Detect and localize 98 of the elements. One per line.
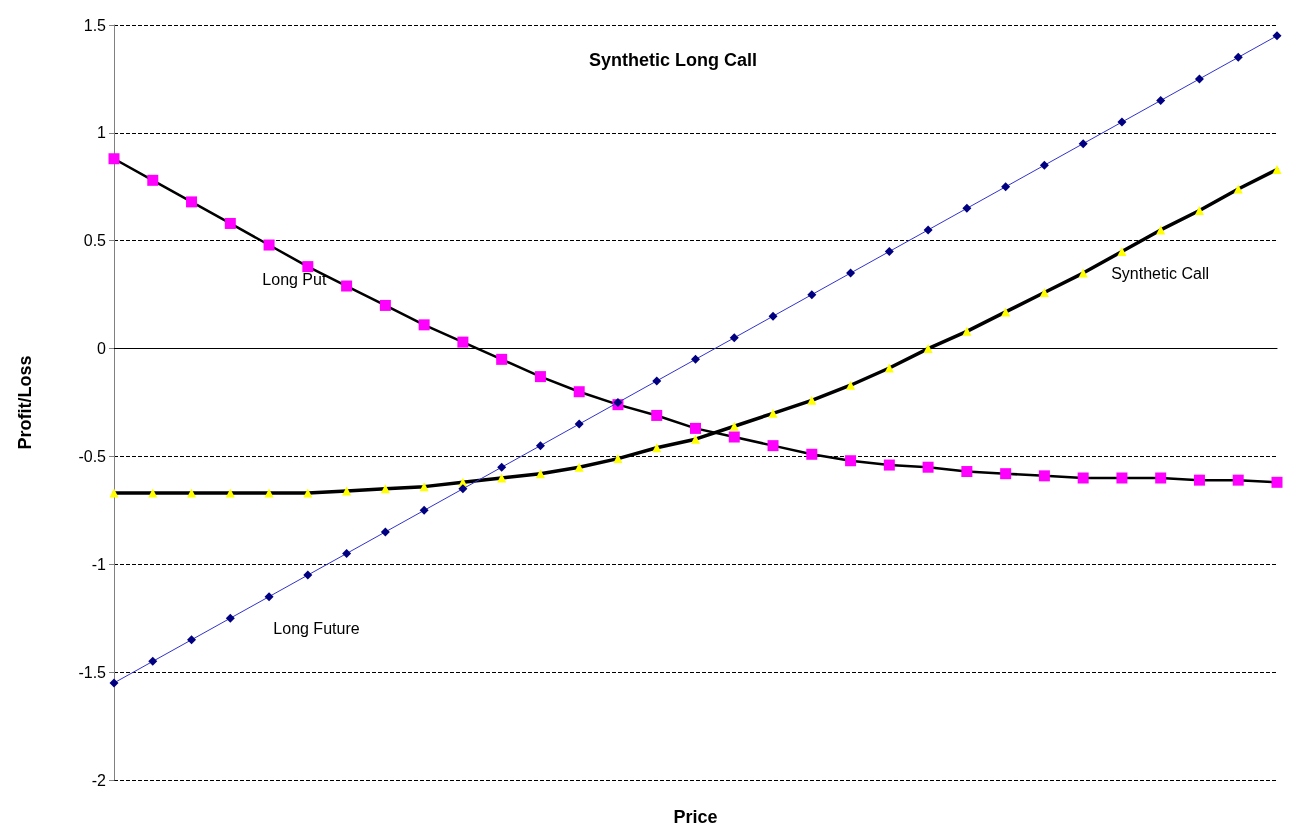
point [457,336,469,348]
point [807,395,817,405]
point [1117,117,1127,127]
y-axis-title: Profit/Loss [15,355,35,450]
y-tick-label: -1 [91,555,107,573]
point [1078,139,1088,149]
point [1155,472,1167,484]
point [497,462,507,472]
point [690,422,701,434]
point [1194,206,1204,216]
point [497,473,507,483]
point [962,326,972,336]
point [1232,474,1244,486]
point [1193,474,1205,486]
point [224,217,236,229]
point [884,247,894,256]
point [1117,247,1127,256]
y-tick-label: 0 [97,340,107,358]
point [613,454,623,464]
y-tick-label: 1.5 [83,16,107,34]
point [1156,96,1166,105]
point [1039,287,1049,297]
point [534,371,546,383]
point [303,570,313,580]
point [535,441,545,451]
point [846,380,856,390]
series-label: Long Future [273,620,360,638]
point [768,311,778,321]
point [573,386,585,398]
point [187,488,197,498]
point [187,635,197,645]
point [341,280,353,292]
point [147,174,159,186]
point [1038,470,1050,482]
point [1077,472,1089,484]
series-label: Long Put [262,270,327,288]
point [767,440,779,452]
point [574,419,584,429]
point [923,344,933,354]
point [728,431,740,443]
point [691,354,700,364]
point [264,592,274,602]
point [1272,165,1282,175]
point [1116,472,1128,484]
point [303,488,313,498]
point [652,376,662,386]
point [729,333,739,343]
point [225,488,235,498]
point [186,196,198,208]
point [1000,468,1012,480]
point [1271,476,1283,488]
point [962,203,972,213]
point [419,505,429,515]
x-axis-title: Price [673,807,718,827]
point [806,448,818,460]
point [846,268,856,278]
point [418,319,430,331]
point [1194,74,1204,84]
y-tick-label: -1.5 [78,663,107,681]
point [651,409,663,421]
y-tick-label: -0.5 [78,447,107,465]
point [419,482,429,492]
point [613,398,623,407]
point [1001,182,1011,192]
point [342,549,352,558]
point [768,408,778,418]
point [883,459,895,471]
y-tick-label: 1 [97,124,107,142]
y-tick-label: -2 [91,771,107,789]
point [148,656,158,666]
point [302,261,314,273]
point [845,455,857,467]
point [923,225,933,235]
point [263,239,275,251]
point [379,299,391,311]
point [961,466,973,478]
point [574,462,584,472]
point [225,613,235,623]
point [109,678,119,688]
text: Synthetic Long Call [588,50,758,70]
point [922,461,934,473]
point [458,484,468,494]
point [380,527,390,537]
point [108,153,120,165]
point [1039,160,1049,170]
point [1272,31,1282,41]
y-tick-label: 0.5 [83,232,107,250]
point [535,469,545,479]
point [148,488,158,498]
point [1078,268,1088,278]
point [496,353,508,365]
point [807,290,817,300]
point [264,488,274,498]
point [109,488,119,498]
series-label: Synthetic Call [1111,264,1210,282]
point [1233,52,1243,62]
point [691,434,700,444]
point [729,421,739,431]
